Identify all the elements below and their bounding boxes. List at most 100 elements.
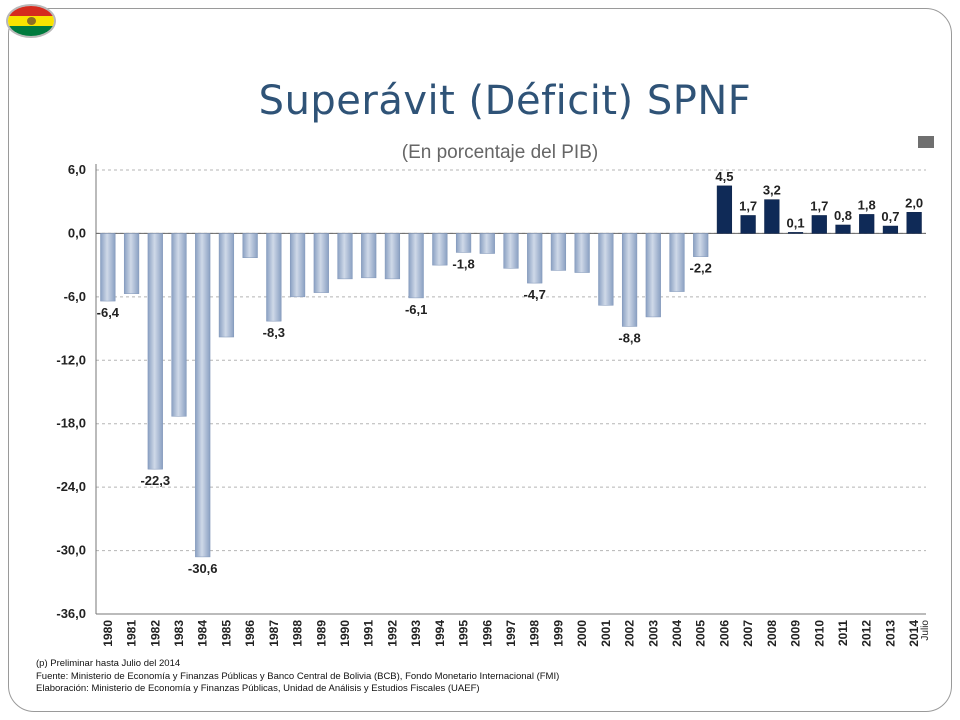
bar-2009 bbox=[787, 232, 804, 234]
x-tick-label: 1998 bbox=[528, 620, 542, 647]
bar-1982 bbox=[147, 233, 163, 470]
x-tick-label: 1999 bbox=[551, 620, 565, 647]
data-label: -1,8 bbox=[452, 256, 474, 271]
bar-1995 bbox=[455, 233, 472, 253]
data-label: -2,2 bbox=[690, 261, 712, 276]
x-tick-label: 1980 bbox=[101, 620, 115, 647]
y-tick-label: 0,0 bbox=[68, 225, 86, 240]
decorative-mark bbox=[918, 136, 934, 148]
x-tick-label: 1983 bbox=[172, 620, 186, 647]
bar-1993 bbox=[408, 233, 424, 299]
y-tick-label: -6,0 bbox=[64, 289, 86, 304]
note-preliminary: (p) Preliminar hasta Julio del 2014 bbox=[36, 658, 181, 669]
x-tick-label: 1988 bbox=[291, 620, 305, 647]
x-tick-label: 2011 bbox=[836, 620, 850, 646]
bolivia-flag-icon bbox=[6, 4, 56, 38]
bar-1983 bbox=[171, 233, 187, 417]
data-label: -6,1 bbox=[405, 302, 427, 317]
bar-1985 bbox=[218, 233, 235, 338]
x-tick-label: 1981 bbox=[125, 620, 139, 647]
y-tick-label: -30,0 bbox=[56, 543, 86, 558]
data-label: 3,2 bbox=[763, 183, 781, 198]
bar-1980 bbox=[100, 233, 116, 302]
x-tick-label: 1985 bbox=[219, 620, 233, 647]
bar-2000 bbox=[574, 233, 590, 273]
chart-subtitle: (En porcentaje del PIB) bbox=[401, 142, 599, 163]
x-tick-label: 2002 bbox=[623, 620, 637, 647]
data-label: -8,3 bbox=[263, 325, 285, 340]
x-tick-label: 2010 bbox=[812, 620, 826, 647]
note-source: Fuente: Ministerio de Economía y Finanza… bbox=[36, 670, 560, 682]
data-label: 2,0 bbox=[905, 195, 923, 210]
bar-2008 bbox=[764, 199, 780, 234]
x-tick-label: 2013 bbox=[883, 620, 897, 647]
bar-1991 bbox=[361, 233, 377, 279]
bar-1999 bbox=[550, 233, 567, 271]
data-label: -8,8 bbox=[618, 330, 640, 345]
data-label: 1,7 bbox=[739, 198, 757, 213]
x-tick-label: 1991 bbox=[362, 620, 376, 647]
x-tick-label: 2006 bbox=[717, 620, 731, 647]
data-label: -4,7 bbox=[524, 287, 546, 302]
x-tick-label: 2008 bbox=[765, 620, 779, 647]
y-tick-label: -36,0 bbox=[56, 606, 86, 621]
bar-1984 bbox=[195, 233, 211, 558]
x-tick-label: 1987 bbox=[267, 620, 281, 647]
x-tick-label: 2004 bbox=[670, 620, 684, 647]
x-tick-label: 1993 bbox=[409, 620, 423, 647]
flag-band-red bbox=[8, 6, 54, 16]
y-tick-label: -24,0 bbox=[56, 479, 86, 494]
bar-2013 bbox=[882, 225, 899, 234]
bar-2004 bbox=[669, 233, 685, 292]
bar-2002 bbox=[621, 233, 638, 327]
x-tick-label: 1995 bbox=[457, 620, 471, 647]
data-label: -22,3 bbox=[140, 473, 170, 488]
data-label: 4,5 bbox=[715, 169, 733, 184]
bar-2010 bbox=[811, 215, 827, 234]
y-tick-label: 6,0 bbox=[68, 162, 86, 177]
bar-1990 bbox=[337, 233, 353, 280]
y-tick-label: -18,0 bbox=[56, 416, 86, 431]
x-tick-label: 1986 bbox=[243, 620, 257, 647]
bar-1997 bbox=[503, 233, 519, 269]
bar-2014 bbox=[906, 212, 922, 234]
x-tick-label: 2007 bbox=[741, 620, 755, 647]
x-tick-label: 2009 bbox=[789, 620, 803, 647]
x-tick-label: 1992 bbox=[385, 620, 399, 647]
x-tick-label: 2014 bbox=[907, 620, 921, 647]
bar-2007 bbox=[740, 215, 756, 234]
data-label: -30,6 bbox=[188, 561, 218, 576]
bar-2003 bbox=[645, 233, 661, 318]
data-label: 1,8 bbox=[858, 197, 876, 212]
x-tick-sublabel: Julio bbox=[920, 620, 931, 641]
bar-2006 bbox=[716, 185, 733, 234]
data-label: 0,1 bbox=[787, 215, 805, 230]
bar-1988 bbox=[289, 233, 306, 298]
chart-notes: (p) Preliminar hasta Julio del 2014 Fuen… bbox=[36, 658, 559, 696]
bar-2011 bbox=[835, 224, 851, 234]
bar-2005 bbox=[693, 233, 709, 257]
bar-2001 bbox=[598, 233, 614, 306]
bar-1987 bbox=[266, 233, 282, 322]
x-tick-label: 1994 bbox=[433, 620, 447, 647]
x-tick-label: 2001 bbox=[599, 620, 613, 647]
x-tick-label: 1984 bbox=[196, 620, 210, 647]
bar-1989 bbox=[313, 233, 329, 293]
data-label: 0,8 bbox=[834, 208, 852, 223]
bar-1986 bbox=[242, 233, 258, 258]
x-tick-label: 1997 bbox=[504, 620, 518, 647]
x-tick-label: 1996 bbox=[480, 620, 494, 647]
data-label: -6,4 bbox=[97, 305, 120, 320]
bar-1996 bbox=[479, 233, 495, 254]
bar-1998 bbox=[527, 233, 543, 284]
bar-1992 bbox=[384, 233, 401, 280]
note-elaboration: Elaboración: Ministerio de Economía y Fi… bbox=[36, 683, 480, 694]
slide-title: Superávit (Déficit) SPNF bbox=[258, 78, 752, 124]
x-tick-label: 1989 bbox=[314, 620, 328, 647]
data-label: 0,7 bbox=[881, 209, 899, 224]
x-tick-label: 2000 bbox=[575, 620, 589, 647]
data-label: 1,7 bbox=[810, 198, 828, 213]
bar-2012 bbox=[859, 214, 875, 234]
x-tick-label: 2005 bbox=[694, 620, 708, 647]
